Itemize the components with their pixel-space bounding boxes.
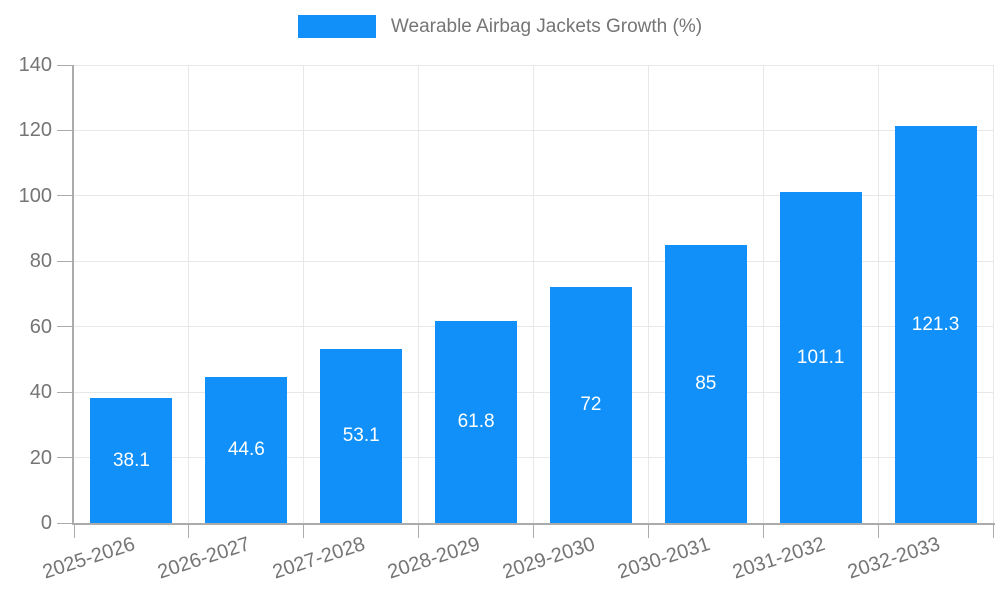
- legend-label: Wearable Airbag Jackets Growth (%): [390, 15, 703, 37]
- y-tick-label: 40: [29, 381, 52, 404]
- x-tick-label: 2029-2030: [499, 533, 598, 584]
- bar-value-label: 85: [695, 372, 717, 394]
- x-tick-label: 2027-2028: [270, 533, 368, 584]
- bar: 38.1: [90, 398, 173, 523]
- x-axis-tick: [73, 525, 75, 538]
- bar: 44.6: [205, 377, 288, 523]
- legend-item[interactable]: Wearable Airbag Jackets Growth (%): [297, 15, 703, 38]
- x-axis-tick: [303, 525, 305, 538]
- gridline-vertical: [533, 65, 534, 523]
- y-axis-tick: [57, 326, 72, 328]
- gridline-vertical: [303, 65, 305, 523]
- gridline-vertical: [188, 65, 190, 523]
- bar-value-label: 72: [580, 394, 602, 416]
- gridline-vertical: [647, 65, 649, 523]
- gridline-vertical: [418, 65, 420, 523]
- y-axis-tick: [57, 129, 72, 131]
- bar: 85: [664, 244, 747, 523]
- y-tick-label: 120: [18, 119, 52, 142]
- bar: 121.3: [894, 126, 977, 523]
- legend: Wearable Airbag Jackets Growth (%): [0, 15, 1000, 38]
- bar: 101.1: [779, 192, 862, 523]
- y-axis-tick: [57, 64, 72, 66]
- y-tick-label: 100: [18, 184, 52, 207]
- x-axis-tick: [647, 525, 649, 538]
- x-tick-label: 2030-2031: [614, 533, 713, 584]
- x-axis-line: [72, 523, 995, 525]
- y-tick-label: 80: [29, 250, 52, 273]
- bar-value-label: 38.1: [112, 449, 150, 471]
- legend-color-swatch: [297, 15, 376, 38]
- y-axis-tick: [57, 195, 72, 197]
- gridline-vertical: [992, 65, 994, 523]
- x-tick-label: 2031-2032: [729, 533, 828, 584]
- bar-value-label: 121.3: [911, 313, 960, 335]
- x-axis-tick: [762, 525, 764, 538]
- bar: 53.1: [320, 349, 403, 523]
- y-tick-label: 140: [18, 54, 52, 76]
- bar: 72: [549, 287, 632, 523]
- y-axis-tick: [57, 260, 72, 262]
- gridline-vertical: [762, 65, 764, 523]
- gridline-vertical: [877, 65, 879, 523]
- x-tick-label: 2028-2029: [385, 533, 483, 584]
- bar: 61.8: [435, 320, 518, 523]
- y-tick-label: 60: [29, 315, 52, 338]
- y-axis-line: [72, 65, 74, 523]
- x-tick-label: 2032-2033: [844, 533, 943, 584]
- plot-area: 0 20 40 60 80 100 120 140 38.1 44.6 53.1 61.8 72 85 10…: [19, 54, 995, 583]
- x-axis-tick: [992, 525, 994, 538]
- y-tick-label: 20: [29, 446, 52, 469]
- x-axis-tick: [533, 525, 534, 538]
- x-axis-tick: [418, 525, 420, 538]
- bar-value-label: 44.6: [227, 439, 265, 461]
- x-axis-tick: [188, 525, 190, 538]
- y-axis-tick: [57, 522, 72, 524]
- bar-value-label: 61.8: [457, 410, 495, 432]
- y-axis-tick: [57, 391, 72, 393]
- x-tick-label: 2026-2027: [155, 533, 254, 584]
- x-axis-tick: [877, 525, 879, 538]
- bar-value-label: 53.1: [342, 425, 380, 447]
- y-tick-label: 0: [40, 512, 52, 534]
- bar-value-label: 101.1: [796, 346, 845, 368]
- y-axis-tick: [57, 457, 72, 459]
- x-tick-label: 2025-2026: [40, 533, 139, 584]
